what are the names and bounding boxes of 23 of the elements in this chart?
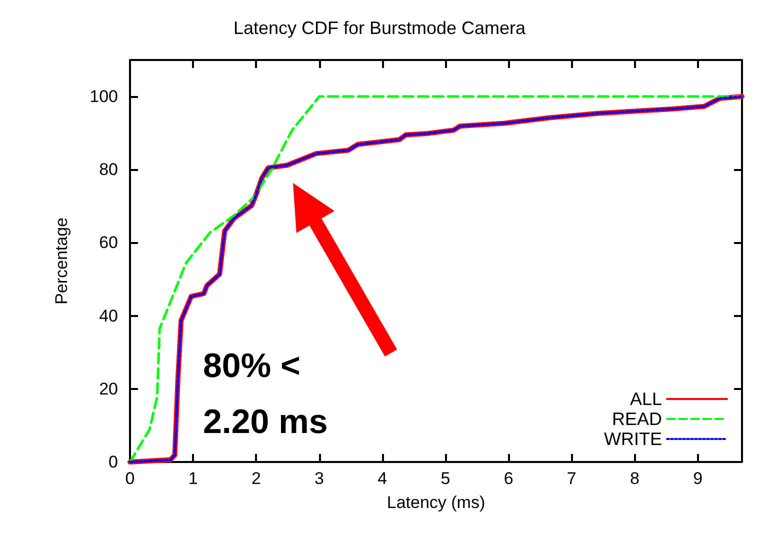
x-tick-label: 2 [251,469,261,488]
y-tick-label: 20 [99,379,118,398]
x-tick-label: 5 [440,469,450,488]
chart-title: Latency CDF for Burstmode Camera [233,18,527,38]
y-tick-label: 100 [90,87,118,106]
x-tick-label: 1 [188,469,198,488]
y-tick-label: 40 [99,306,118,326]
legend-label: READ [612,409,662,429]
x-axis-title: Latency (ms) [386,493,486,512]
legend-label: ALL [630,389,662,409]
y-tick-label: 80 [99,160,118,180]
x-tick-label: 8 [630,469,640,488]
x-tick-label: 4 [378,469,388,488]
x-tick-label: 0 [125,469,135,488]
x-tick-label: 3 [314,469,324,488]
y-tick-label: 60 [99,233,118,252]
x-tick-label: 9 [693,469,703,488]
x-tick-label: 7 [566,469,576,488]
y-tick-label: 0 [108,452,118,472]
annotation: 80% < 2.20 ms [203,347,328,441]
legend-label: WRITE [604,429,662,449]
x-tick-label: 6 [504,469,514,488]
y-axis-title: Percentage [52,218,71,304]
